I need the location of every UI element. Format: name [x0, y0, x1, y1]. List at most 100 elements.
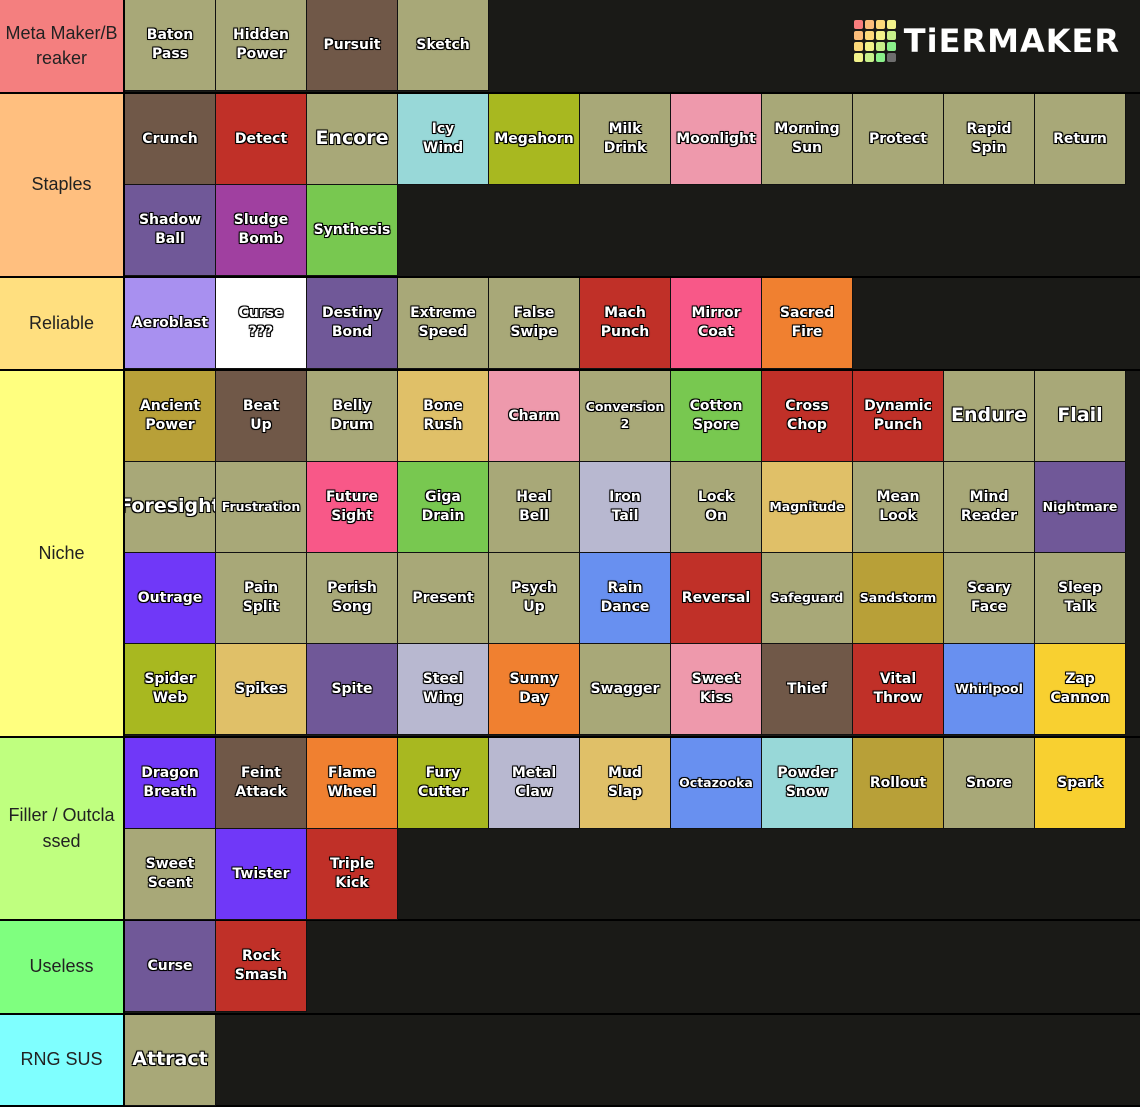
move-tile[interactable]: Spark [1035, 738, 1126, 829]
move-tile[interactable]: Present [398, 553, 489, 644]
move-tile[interactable]: Milk Drink [580, 94, 671, 185]
move-tile[interactable]: Charm [489, 371, 580, 462]
move-tile[interactable]: Crunch [125, 94, 216, 185]
tier-row: Filler / Outclassed Dragon Breath Feint At… [0, 738, 1140, 921]
move-tile[interactable]: Scary Face [944, 553, 1035, 644]
move-tile[interactable]: Detect [216, 94, 307, 185]
move-tile[interactable]: Mud Slap [580, 738, 671, 829]
move-tile[interactable]: Pain Split [216, 553, 307, 644]
move-tile[interactable]: Outrage [125, 553, 216, 644]
move-tile[interactable]: Sleep Talk [1035, 553, 1126, 644]
move-tile[interactable]: Dragon Breath [125, 738, 216, 829]
move-tile[interactable]: Sweet Scent [125, 829, 216, 920]
tier-label[interactable]: Useless [0, 921, 125, 1013]
move-tile[interactable]: Mirror Coat [671, 278, 762, 369]
move-tile[interactable]: Sunny Day [489, 644, 580, 735]
logo-cell [875, 20, 885, 29]
move-tile[interactable]: Curse [125, 921, 216, 1012]
move-tile[interactable]: Giga Drain [398, 462, 489, 553]
move-tile[interactable]: Attract [125, 1015, 216, 1106]
move-tile[interactable]: Baton Pass [125, 0, 216, 91]
tier-label[interactable]: Niche [0, 371, 125, 736]
move-tile[interactable]: Mind Reader [944, 462, 1035, 553]
move-tile[interactable]: Nightmare [1035, 462, 1126, 553]
move-tile[interactable]: Belly Drum [307, 371, 398, 462]
move-tile[interactable]: Snore [944, 738, 1035, 829]
move-tile[interactable]: Heal Bell [489, 462, 580, 553]
move-tile[interactable]: Whirlpool [944, 644, 1035, 735]
move-tile[interactable]: Flail [1035, 371, 1126, 462]
move-tile[interactable]: Cross Chop [762, 371, 853, 462]
move-tile[interactable]: Reversal [671, 553, 762, 644]
tier-row: Useless Curse Rock Smash [0, 921, 1140, 1015]
move-tile[interactable]: Iron Tail [580, 462, 671, 553]
move-tile[interactable]: Aeroblast [125, 278, 216, 369]
move-tile[interactable]: Bone Rush [398, 371, 489, 462]
logo-grid-icon [853, 20, 896, 62]
move-tile[interactable]: Sketch [398, 0, 489, 91]
move-tile[interactable]: Rock Smash [216, 921, 307, 1012]
tier-label[interactable]: RNG SUS [0, 1015, 125, 1105]
move-tile[interactable]: Conversion 2 [580, 371, 671, 462]
tier-label[interactable]: Filler / Outclassed [0, 738, 125, 919]
move-tile[interactable]: Feint Attack [216, 738, 307, 829]
move-tile[interactable]: Sandstorm [853, 553, 944, 644]
move-tile[interactable]: Zap Cannon [1035, 644, 1126, 735]
move-tile[interactable]: Beat Up [216, 371, 307, 462]
move-tile[interactable]: Sacred Fire [762, 278, 853, 369]
move-tile[interactable]: Pursuit [307, 0, 398, 91]
move-tile[interactable]: Rapid Spin [944, 94, 1035, 185]
move-tile[interactable]: Rain Dance [580, 553, 671, 644]
move-tile[interactable]: Safeguard [762, 553, 853, 644]
move-tile[interactable]: False Swipe [489, 278, 580, 369]
move-tile[interactable]: Spite [307, 644, 398, 735]
move-tile[interactable]: Mach Punch [580, 278, 671, 369]
move-tile[interactable]: Steel Wing [398, 644, 489, 735]
move-tile[interactable]: Swagger [580, 644, 671, 735]
move-tile[interactable]: Hidden Power [216, 0, 307, 91]
move-tile[interactable]: Metal Claw [489, 738, 580, 829]
move-tile[interactable]: Mean Look [853, 462, 944, 553]
move-tile[interactable]: Octazooka [671, 738, 762, 829]
move-tile[interactable]: Curse ??? [216, 278, 307, 369]
tier-label[interactable]: Reliable [0, 278, 125, 369]
move-tile[interactable]: Lock On [671, 462, 762, 553]
move-tile[interactable]: Thief [762, 644, 853, 735]
move-tile[interactable]: Protect [853, 94, 944, 185]
move-tile[interactable]: Powder Snow [762, 738, 853, 829]
move-tile[interactable]: Cotton Spore [671, 371, 762, 462]
move-tile[interactable]: Rollout [853, 738, 944, 829]
move-tile[interactable]: Megahorn [489, 94, 580, 185]
move-tile[interactable]: Perish Song [307, 553, 398, 644]
move-tile[interactable]: Ancient Power [125, 371, 216, 462]
move-tile[interactable]: Spikes [216, 644, 307, 735]
move-tile[interactable]: Foresight [125, 462, 216, 553]
move-tile[interactable]: Dynamic Punch [853, 371, 944, 462]
move-tile[interactable]: Extreme Speed [398, 278, 489, 369]
move-tile[interactable]: Return [1035, 94, 1126, 185]
move-tile[interactable]: Triple Kick [307, 829, 398, 920]
tier-row: Reliable Aeroblast Curse ??? Destiny Bond Ex… [0, 278, 1140, 371]
move-tile[interactable]: Vital Throw [853, 644, 944, 735]
move-tile[interactable]: Fury Cutter [398, 738, 489, 829]
tier-label[interactable]: Staples [0, 94, 125, 276]
move-tile[interactable]: Destiny Bond [307, 278, 398, 369]
move-tile[interactable]: Synthesis [307, 185, 398, 276]
move-tile[interactable]: Magnitude [762, 462, 853, 553]
move-tile[interactable]: Icy Wind [398, 94, 489, 185]
move-tile[interactable]: Spider Web [125, 644, 216, 735]
move-tile[interactable]: Twister [216, 829, 307, 920]
logo-cell [875, 42, 885, 51]
move-tile[interactable]: Morning Sun [762, 94, 853, 185]
move-tile[interactable]: Moonlight [671, 94, 762, 185]
move-tile[interactable]: Future Sight [307, 462, 398, 553]
move-tile[interactable]: Encore [307, 94, 398, 185]
move-tile[interactable]: Flame Wheel [307, 738, 398, 829]
move-tile[interactable]: Endure [944, 371, 1035, 462]
move-tile[interactable]: Sweet Kiss [671, 644, 762, 735]
move-tile[interactable]: Shadow Ball [125, 185, 216, 276]
move-tile[interactable]: Sludge Bomb [216, 185, 307, 276]
move-tile[interactable]: Frustration [216, 462, 307, 553]
move-tile[interactable]: Psych Up [489, 553, 580, 644]
tier-label[interactable]: Meta Maker/Breaker [0, 0, 125, 92]
